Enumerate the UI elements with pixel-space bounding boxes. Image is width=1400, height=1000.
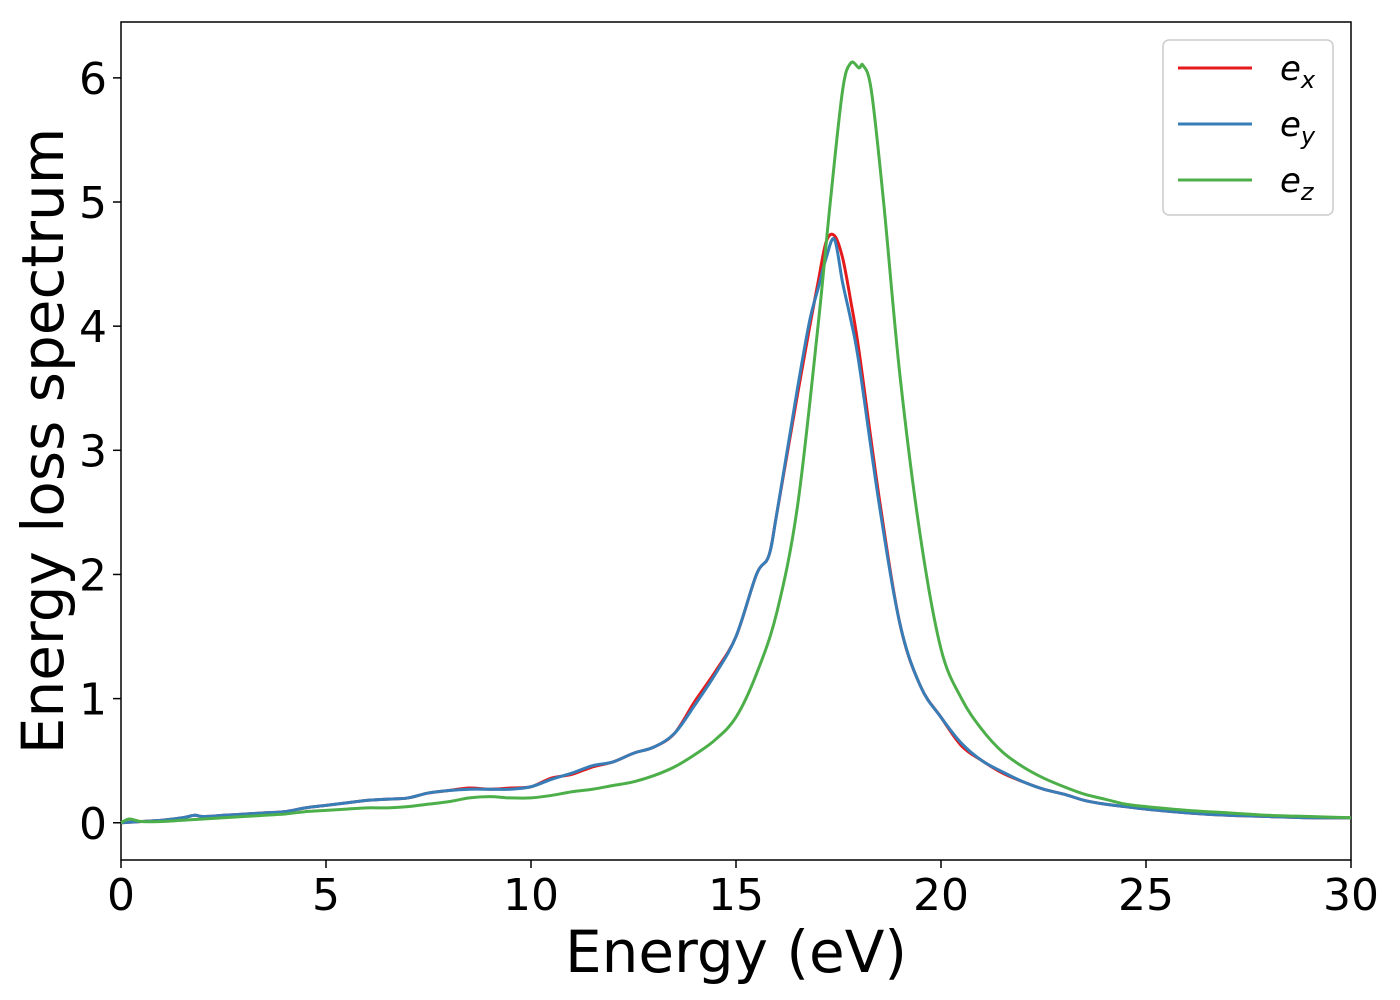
legend-label-subscript: y: [1300, 122, 1316, 150]
x-axis-title: Energy (eV): [565, 918, 907, 986]
x-tick-label: 30: [1323, 870, 1379, 921]
legend-label-e-y: ey: [1280, 105, 1316, 150]
series-line-e-z: [120, 60, 1352, 825]
y-axis-title: Energy loss spectrum: [9, 128, 77, 754]
x-tick-label: 0: [107, 870, 135, 921]
legend-label-e-x: ex: [1280, 49, 1316, 94]
y-tick-label: 2: [79, 550, 107, 601]
legend-box: [1162, 39, 1334, 216]
plot-area: [120, 21, 1352, 861]
x-tick-label: 20: [913, 870, 969, 921]
y-tick-label: 4: [79, 302, 107, 353]
y-tick-label: 6: [79, 54, 107, 105]
legend-label-e-z: ez: [1280, 161, 1315, 206]
x-tick-label: 25: [1118, 870, 1174, 921]
legend-label-base: e: [1280, 49, 1301, 89]
series-layer: [120, 60, 1352, 825]
legend-label-base: e: [1280, 105, 1301, 145]
x-tick-label: 5: [312, 870, 340, 921]
legend-label-subscript: z: [1300, 178, 1315, 206]
x-axis-ticks: 0 5 10 15 20 25 30: [107, 860, 1379, 921]
series-line-e-y: [120, 237, 1352, 825]
y-tick-label: 3: [79, 426, 107, 477]
y-tick-label: 5: [79, 178, 107, 229]
y-tick-label: 0: [79, 799, 107, 850]
legend-label-base: e: [1280, 161, 1301, 201]
x-tick-label: 10: [503, 870, 559, 921]
y-tick-label: 1: [79, 675, 107, 726]
y-axis-ticks: 0 1 2 3 4 5 6: [79, 54, 121, 850]
legend-label-subscript: x: [1300, 66, 1316, 94]
x-tick-label: 15: [708, 870, 764, 921]
